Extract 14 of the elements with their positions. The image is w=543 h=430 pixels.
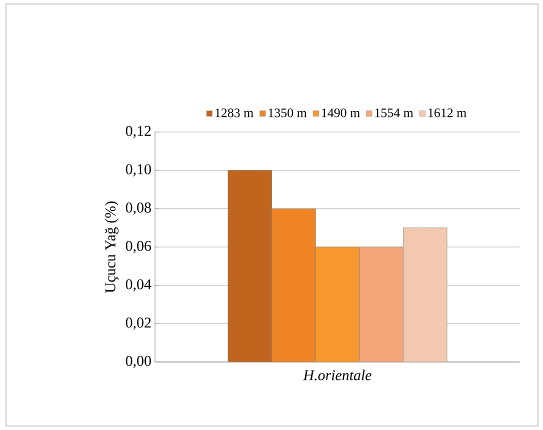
- y-tick-label: 0,10: [126, 164, 151, 176]
- legend-label: 1283 m: [216, 108, 254, 118]
- x-tick-label: H.orientale: [303, 370, 372, 380]
- legend-label: 1350 m: [268, 108, 307, 118]
- legend-label: 1490 m: [322, 108, 360, 118]
- y-tick-label: 0,02: [126, 318, 151, 330]
- y-tick-label: 0,04: [126, 279, 152, 292]
- y-tick-label: 0,12: [126, 126, 151, 138]
- y-tick-label: 0,00: [126, 356, 151, 368]
- legend-label: 1612 m: [428, 108, 466, 118]
- y-tick-label: 0,06: [126, 240, 152, 254]
- legend-label: 1554 m: [375, 108, 414, 118]
- y-tick-label: 0,08: [126, 202, 151, 215]
- y-axis-title: Uçucu Yağ (%): [104, 202, 118, 293]
